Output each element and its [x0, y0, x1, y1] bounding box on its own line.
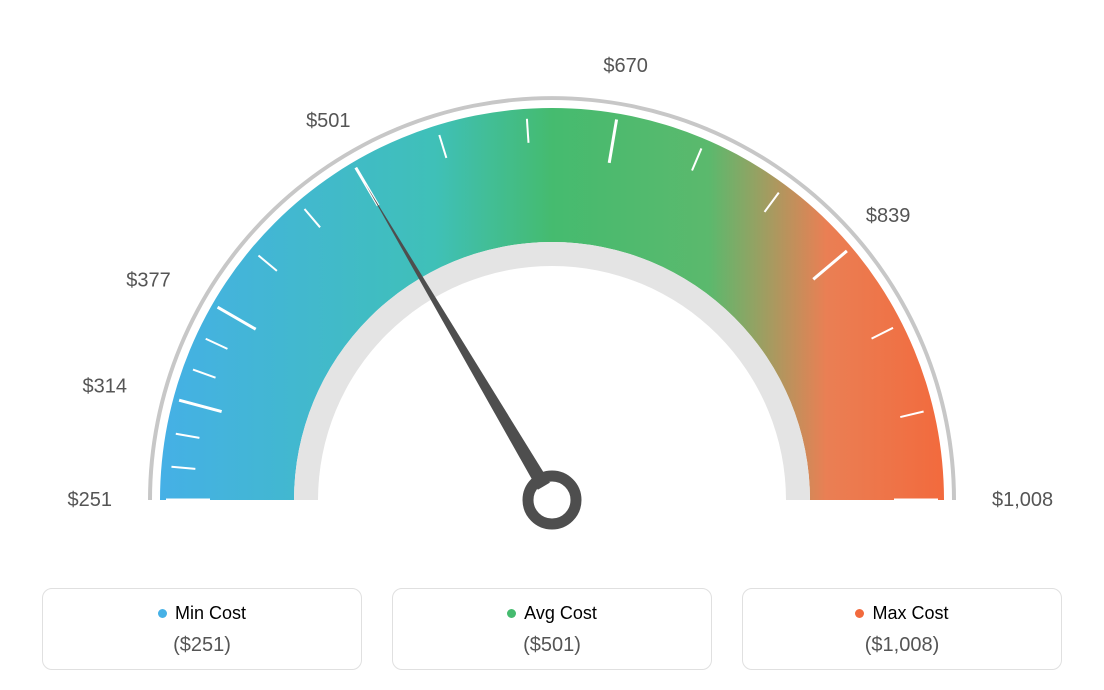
svg-text:$251: $251: [68, 489, 113, 511]
legend-min-label-row: Min Cost: [158, 603, 246, 624]
svg-text:$1,008: $1,008: [992, 489, 1053, 511]
legend-avg-value: ($501): [393, 634, 711, 657]
svg-text:$314: $314: [82, 375, 127, 397]
legend-avg-card: Avg Cost ($501): [392, 588, 712, 670]
legend-avg-dot: [507, 609, 516, 618]
cost-gauge-chart: $251 $314 $377 $501 $670 $839 $1,008 Min Cost …: [20, 20, 1084, 670]
legend-max-dot: [855, 609, 864, 618]
legend-min-value: ($251): [43, 634, 361, 657]
svg-text:$839: $839: [866, 205, 911, 227]
legend-min-label: Min Cost: [175, 603, 246, 624]
legend-min-card: Min Cost ($251): [42, 588, 362, 670]
svg-text:$501: $501: [306, 110, 351, 132]
legend-max-label: Max Cost: [872, 603, 948, 624]
legend-avg-label: Avg Cost: [524, 603, 597, 624]
legend-min-dot: [158, 609, 167, 618]
svg-text:$377: $377: [126, 269, 171, 291]
gauge-svg: $251 $314 $377 $501 $670 $839 $1,008: [20, 20, 1084, 560]
gauge-area: $251 $314 $377 $501 $670 $839 $1,008: [20, 20, 1084, 560]
legend-row: Min Cost ($251) Avg Cost ($501) Max Cost…: [20, 588, 1084, 670]
legend-avg-label-row: Avg Cost: [507, 603, 597, 624]
legend-max-label-row: Max Cost: [855, 603, 948, 624]
svg-text:$670: $670: [603, 55, 648, 77]
legend-max-value: ($1,008): [743, 634, 1061, 657]
legend-max-card: Max Cost ($1,008): [742, 588, 1062, 670]
